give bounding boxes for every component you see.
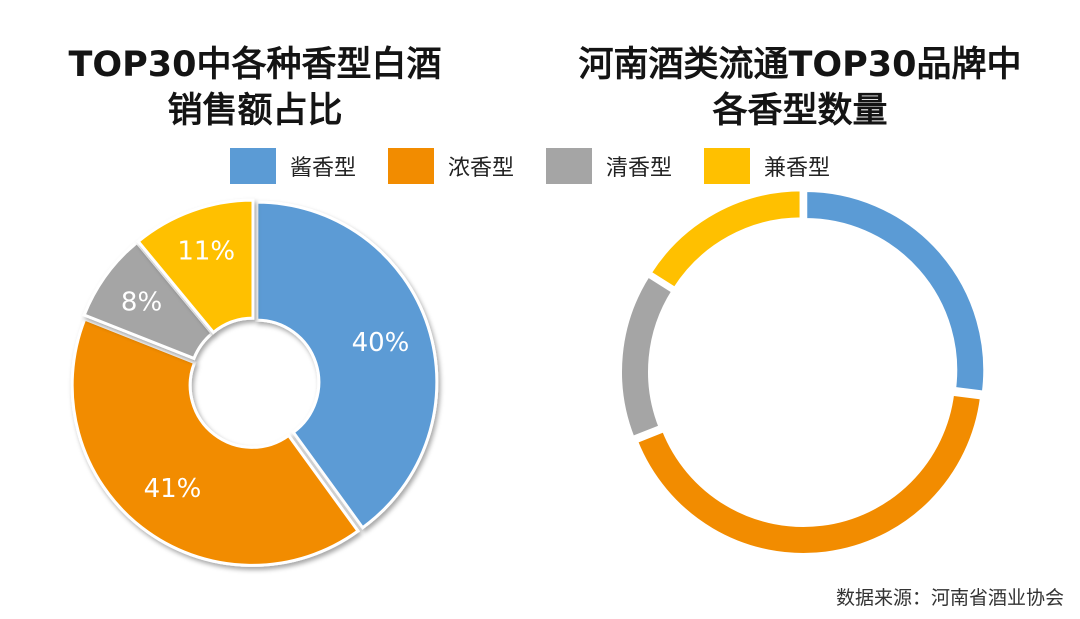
legend-swatch-qing — [546, 148, 592, 184]
left-slice-jiang — [255, 200, 439, 530]
chart-title-left-line2: 销售额占比 — [167, 91, 343, 131]
chart-title-left-line1: TOP30中各种香型白酒 — [68, 45, 442, 85]
left-data-label-nong: 41% — [144, 474, 202, 504]
legend-swatch-jiang — [230, 148, 276, 184]
pie-right — [618, 187, 988, 557]
right-slice-nong — [633, 391, 985, 557]
right-slice-jian — [646, 187, 804, 292]
left-data-label-qing: 8% — [121, 287, 162, 317]
legend-swatch-jian — [704, 148, 750, 184]
pie-left: 40% 41% 8% 11% — [70, 198, 439, 567]
legend-label-qing: 清香型 — [606, 156, 673, 181]
left-data-label-jiang: 40% — [352, 328, 410, 358]
left-slice-qing — [82, 240, 215, 361]
chart-title-left: TOP30中各种香型白酒 销售额占比 — [20, 42, 490, 134]
left-slice-nong — [70, 317, 361, 567]
legend-item-jian: 兼香型 — [704, 148, 830, 184]
left-slice-jian — [136, 198, 255, 335]
legend-item-qing: 清香型 — [546, 148, 672, 184]
legend-swatch-nong — [388, 148, 434, 184]
right-slice-qing — [618, 272, 677, 441]
legend-label-nong: 浓香型 — [448, 156, 515, 181]
chart-title-right: 河南酒类流通TOP30品牌中 各香型数量 — [535, 42, 1065, 134]
legend-label-jian: 兼香型 — [764, 156, 831, 181]
legend-item-nong: 浓香型 — [388, 148, 514, 184]
right-slice-jiang — [803, 188, 988, 395]
left-data-label-jian: 11% — [177, 236, 235, 266]
legend-item-jiang: 酱香型 — [230, 148, 356, 184]
legend-label-jiang: 酱香型 — [290, 156, 357, 181]
legend: 酱香型 浓香型 清香型 兼香型 — [230, 148, 830, 184]
chart-title-right-line1: 河南酒类流通TOP30品牌中 — [578, 45, 1022, 85]
chart-title-right-line2: 各香型数量 — [712, 91, 888, 131]
data-source: 数据来源：河南省酒业协会 — [835, 587, 1064, 609]
